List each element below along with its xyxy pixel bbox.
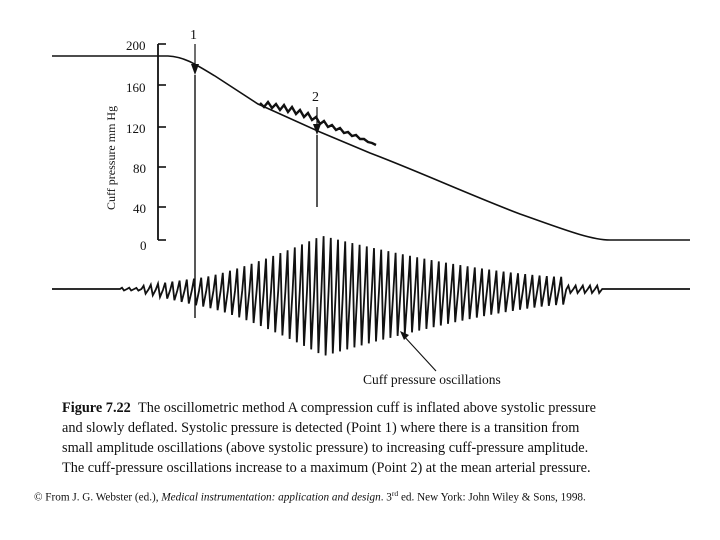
credit-edition-suffix: rd: [391, 489, 399, 498]
y-axis-tick-labels: 200 160 120 80 40 0: [126, 38, 147, 253]
point-1-arrowhead: [191, 64, 199, 75]
cuff-pressure-curve: [52, 55, 690, 241]
y-axis-title: Cuff pressure mm Hg: [104, 106, 118, 210]
point-2-marker: 2: [312, 90, 321, 207]
point-2-label: 2: [312, 90, 319, 105]
oscillation-label: Cuff pressure oscillations: [363, 372, 501, 387]
caption-line-1: Figure 7.22 The oscillometric method A c…: [62, 398, 672, 418]
credit-rest: ed. New York: John Wiley & Sons, 1998.: [398, 491, 586, 504]
oscillation-trace: [52, 236, 690, 356]
caption-text-1: The oscillometric method A compression c…: [138, 400, 596, 416]
caption-line-4: The cuff-pressure oscillations increase …: [62, 460, 591, 476]
caption-line-3: small amplitude oscillations (above syst…: [62, 440, 589, 456]
y-tick-label-80: 80: [133, 161, 146, 176]
oscillation-leader-line: [401, 333, 437, 372]
credit-prefix: © From J. G. Webster (ed.),: [34, 491, 162, 504]
point-1-label: 1: [190, 28, 197, 43]
oscillation-leader-arrowhead: [400, 331, 409, 340]
y-tick-label-160: 160: [126, 80, 146, 95]
y-axis-ticks: [158, 43, 166, 241]
source-credit: © From J. G. Webster (ed.), Medical inst…: [34, 489, 704, 504]
cuff-pressure-ripple: [259, 99, 377, 147]
point-2-arrowhead: [313, 124, 321, 135]
caption-line-2: and slowly deflated. Systolic pressure i…: [62, 420, 580, 436]
y-tick-label-0: 0: [140, 238, 147, 253]
y-tick-label-200: 200: [126, 38, 146, 53]
credit-book-title: Medical instrumentation: application and…: [161, 491, 381, 504]
y-tick-label-40: 40: [133, 201, 146, 216]
point-1-marker: 1: [190, 28, 199, 318]
credit-edition-number: . 3: [380, 491, 392, 504]
y-tick-label-120: 120: [126, 121, 146, 136]
figure-caption: Figure 7.22 The oscillometric method A c…: [62, 398, 672, 478]
caption-figure-number: Figure 7.22: [62, 400, 131, 416]
